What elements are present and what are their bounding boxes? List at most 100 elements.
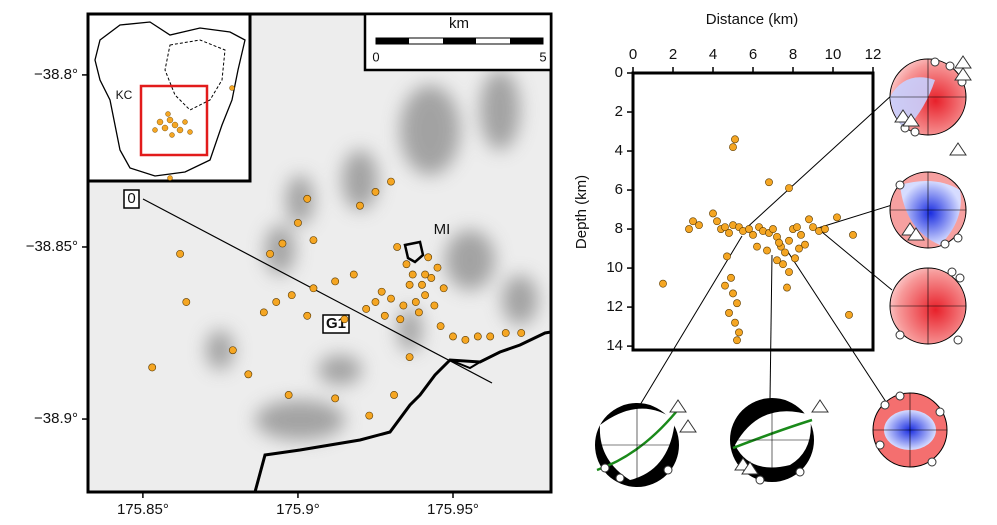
earthquake — [791, 254, 799, 263]
earthquake — [176, 249, 185, 258]
earthquake — [294, 218, 302, 227]
x-axis-title: Distance (km) — [706, 11, 799, 28]
x-tick-label: 175.85° — [117, 501, 169, 518]
x-tick-label: 4 — [709, 46, 717, 63]
earthquake — [486, 332, 495, 341]
earthquake — [731, 135, 739, 144]
earthquake — [399, 301, 408, 310]
x-tick-label: 175.95° — [427, 501, 479, 518]
earthquake — [753, 242, 761, 251]
earthquake — [805, 215, 813, 224]
earthquake — [340, 315, 349, 324]
x-tick-label: 6 — [749, 46, 757, 63]
earthquake — [749, 231, 757, 239]
earthquake — [380, 311, 389, 320]
earthquake — [349, 270, 358, 279]
earthquake — [723, 252, 731, 261]
earthquake — [659, 279, 667, 288]
y-axis-title: Depth (km) — [573, 175, 590, 249]
earthquake — [785, 184, 793, 192]
profile-label: 0 — [127, 190, 135, 207]
earthquake — [393, 243, 402, 251]
earthquake — [148, 363, 157, 372]
earthquake — [763, 246, 771, 255]
site-label: MI — [434, 221, 451, 238]
earthquake — [721, 281, 729, 290]
earthquake — [733, 336, 741, 345]
earthquake — [765, 178, 773, 187]
earthquake — [781, 248, 789, 257]
earthquake — [309, 284, 318, 293]
y-tick-label: 10 — [606, 259, 623, 276]
earthquake — [433, 263, 442, 272]
earthquake — [228, 346, 237, 355]
y-tick-label: 12 — [606, 298, 623, 315]
y-tick-label: −38.9° — [34, 410, 78, 427]
earthquake — [725, 229, 733, 237]
y-tick-label: 0 — [615, 64, 623, 81]
earthquake — [727, 273, 735, 282]
y-tick-label: −38.8° — [34, 66, 78, 83]
x-tick-label: 10 — [825, 46, 842, 63]
map-background — [88, 14, 551, 492]
earthquake — [402, 260, 411, 269]
earthquake — [801, 240, 809, 249]
label-box — [123, 189, 140, 209]
earthquake — [387, 294, 395, 303]
earthquake — [775, 238, 783, 247]
earthquake — [365, 411, 374, 420]
x-tick-label: 12 — [865, 46, 882, 63]
y-tick-label: −38.85° — [26, 238, 78, 255]
earthquake — [266, 249, 274, 258]
earthquake — [418, 280, 426, 289]
earthquake — [272, 298, 281, 306]
earthquake — [809, 223, 817, 232]
earthquake — [713, 217, 721, 226]
earthquake — [709, 209, 717, 218]
earthquake — [356, 201, 364, 210]
earthquake — [331, 394, 340, 403]
earthquake — [371, 298, 380, 306]
earthquake — [182, 298, 191, 306]
plot-frame — [631, 71, 875, 352]
map-frame — [86, 12, 553, 494]
earthquake — [303, 311, 312, 320]
earthquake — [735, 328, 743, 337]
earthquake — [725, 309, 733, 317]
y-tick-label: 4 — [615, 142, 623, 159]
focal-mechanisms — [595, 55, 972, 487]
earthquake — [439, 284, 448, 293]
earthquake — [501, 329, 510, 337]
scale-title: km — [449, 15, 469, 32]
inset-map — [86, 12, 252, 183]
earthquake — [797, 231, 805, 239]
earthquake — [685, 225, 693, 233]
earthquake — [309, 236, 318, 244]
earthquake — [430, 301, 439, 310]
earthquake — [731, 318, 739, 327]
earthquake — [769, 225, 777, 233]
scale-bar — [363, 12, 553, 72]
earthquake — [695, 221, 703, 230]
earthquake — [779, 260, 787, 269]
earthquake — [729, 143, 737, 152]
earthquake — [303, 194, 312, 203]
earthquake — [793, 223, 801, 232]
earthquake — [287, 291, 296, 300]
earthquake — [421, 291, 429, 300]
earthquake — [427, 274, 436, 282]
earthquake — [773, 256, 781, 265]
earthquake — [729, 289, 737, 298]
scale-start: 0 — [372, 49, 379, 64]
connectors — [639, 94, 893, 409]
earthquake — [845, 310, 853, 319]
y-tick-label: 14 — [606, 337, 623, 354]
earthquake — [833, 213, 841, 222]
earthquake — [405, 280, 414, 289]
earthquake — [733, 299, 741, 308]
earthquake — [387, 177, 395, 186]
earthquake — [278, 239, 287, 248]
earthquake — [414, 308, 423, 317]
earthquake — [783, 283, 791, 292]
